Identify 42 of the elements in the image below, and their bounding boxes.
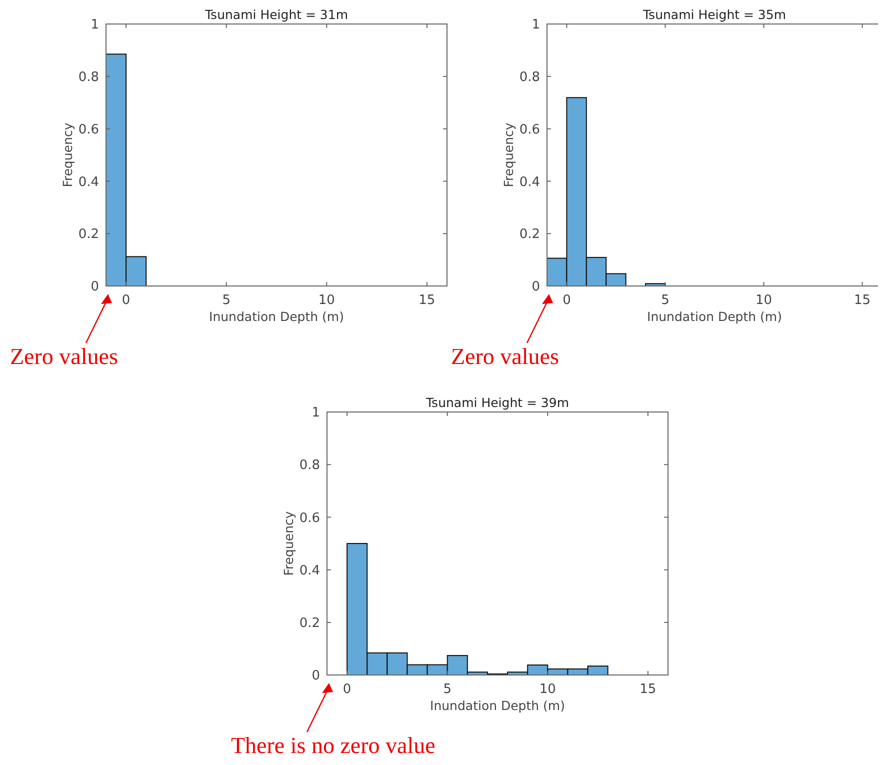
x-tick-label: 0 [342,682,352,697]
y-axis-title: Frequency [281,510,296,576]
y-tick-label: 1 [90,18,99,33]
y-tick-label: 0 [90,280,99,295]
y-tick-label: 0.6 [519,122,540,138]
y-tick-label: 0.2 [299,616,320,631]
y-tick-label: 0.8 [519,70,540,85]
y-axis-title: Frequency [60,122,75,188]
x-tick-label: 10 [539,682,556,697]
y-tick-label: 0 [532,280,540,295]
y-tick-label: 0.2 [519,227,540,242]
y-tick-label: 1 [532,18,540,33]
x-tick-label: 15 [418,293,436,308]
chart-title: Tsunami Height = 39m [424,395,570,410]
y-tick-label: 0 [312,668,320,684]
x-axis-title: Inundation Depth (m) [647,309,782,324]
y-tick-label: 0.4 [78,174,99,190]
x-tick-label: 10 [318,293,335,308]
y-tick-label: 0.8 [299,458,320,474]
y-tick-label: 0.8 [78,70,99,85]
chart-title: Tsunami Height = 31m [204,7,348,22]
y-tick-label: 0.4 [299,563,320,578]
text: Zero values [451,344,559,369]
y-tick-label: 0.2 [78,227,99,242]
y-tick-label: 0.6 [78,122,99,138]
y-tick-label: 0.6 [299,510,320,526]
y-tick-label: 1 [312,406,320,421]
x-axis-title: Inundation Depth (m) [430,698,565,713]
text: There is no zero value [231,733,436,758]
x-tick-label: 5 [661,293,670,308]
x-tick-label: 0 [122,293,130,308]
x-tick-label: 5 [222,293,230,308]
x-tick-label: 0 [562,293,571,308]
y-axis-title: Frequency [501,122,516,188]
chart-title: Tsunami Height = 35m [642,7,786,22]
x-tick-label: 15 [640,682,656,697]
y-tick-label: 0.4 [519,174,540,190]
x-tick-label: 10 [755,293,772,308]
x-tick-label: 15 [854,293,871,308]
x-axis-title: Inundation Depth (m) [209,309,344,324]
x-tick-label: 5 [443,682,452,697]
text: Zero values [10,344,118,369]
